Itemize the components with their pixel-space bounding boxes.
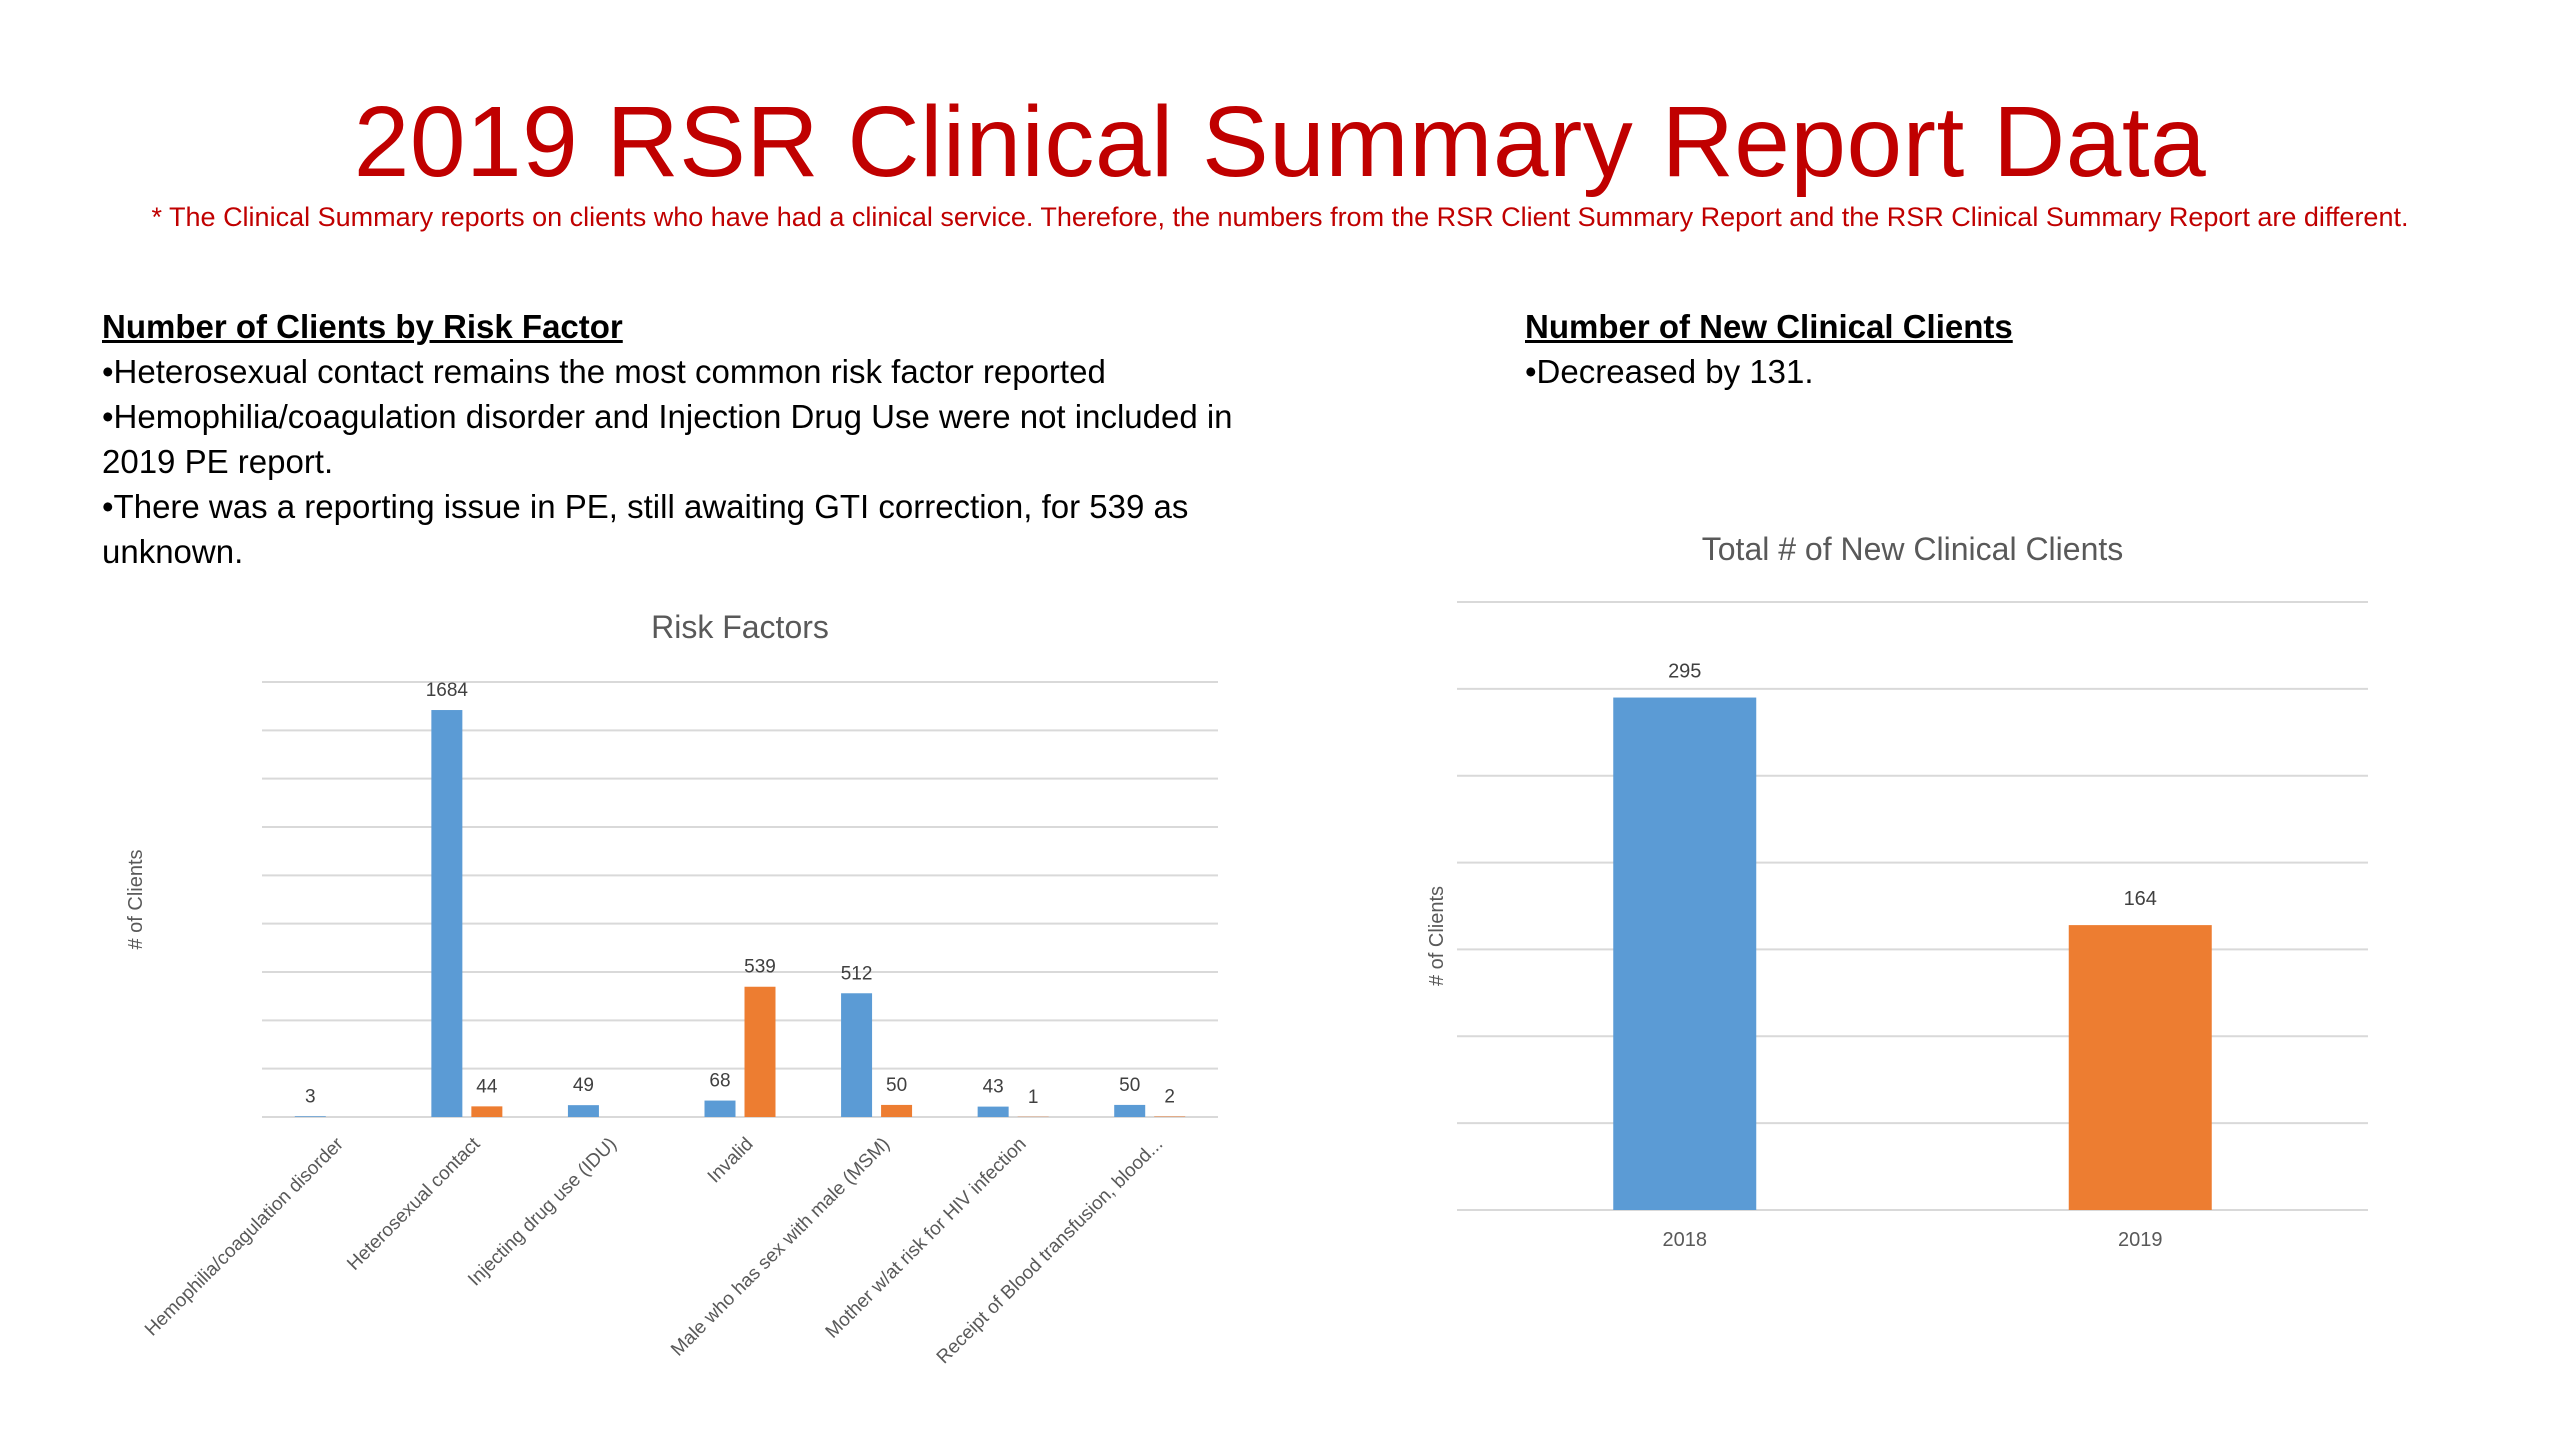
- data-label: 50: [1119, 1075, 1140, 1096]
- slide-title: 2019 RSR Clinical Summary Report Data: [353, 86, 2207, 198]
- data-label: 512: [841, 963, 873, 984]
- tick-label: Hemophilia/coagulation disorder: [141, 1133, 348, 1340]
- data-label: 3: [305, 1086, 316, 1107]
- bar: [1114, 1104, 1146, 1117]
- tick-label: 2019: [2118, 1229, 2163, 1251]
- bar: [431, 710, 463, 1117]
- tick-label: Receipt of Blood transfusion, blood...: [933, 1134, 1167, 1368]
- bar: [744, 986, 776, 1117]
- data-label: 68: [709, 1071, 730, 1092]
- bar: [471, 1106, 503, 1117]
- bar: [977, 1106, 1009, 1117]
- bar: [704, 1100, 736, 1117]
- y-axis-label: # of Clients: [1426, 886, 1448, 986]
- slide-subtitle: * The Clinical Summary reports on client…: [151, 202, 2409, 232]
- bar: [1613, 697, 1757, 1210]
- data-label: 43: [983, 1077, 1004, 1098]
- y-axis-label: # of Clients: [125, 849, 147, 949]
- data-label: 295: [1668, 661, 1701, 683]
- risk-factor-bullet: •Heterosexual contact remains the most c…: [102, 353, 1106, 390]
- data-label: 50: [886, 1075, 907, 1096]
- data-label: 164: [2124, 888, 2157, 910]
- bar: [294, 1116, 326, 1117]
- risk-factor-bullet: •There was a reporting issue in PE, stil…: [102, 488, 1189, 570]
- tick-label: Invalid: [704, 1134, 758, 1188]
- risk-factor-section: Number of Clients by Risk Factor •Hetero…: [102, 305, 1262, 574]
- data-label: 539: [744, 957, 776, 978]
- risk-factor-bullet: •Hemophilia/coagulation disorder and Inj…: [102, 398, 1233, 480]
- risk-factor-heading: Number of Clients by Risk Factor: [102, 308, 623, 345]
- data-label: 2: [1164, 1087, 1175, 1108]
- tick-label: 2018: [1663, 1229, 1708, 1251]
- new-clients-heading: Number of New Clinical Clients: [1525, 308, 2013, 345]
- bar: [881, 1104, 913, 1117]
- bar: [2068, 925, 2212, 1210]
- data-label: 49: [573, 1075, 594, 1096]
- bar: [841, 993, 873, 1117]
- tick-label: Male who has sex with male (MSM): [667, 1134, 894, 1361]
- data-label: 1: [1028, 1087, 1039, 1108]
- new-clients-bullet: •Decreased by 131.: [1525, 353, 1814, 390]
- chart-title: Risk Factors: [651, 609, 829, 645]
- chart-title: Total # of New Clinical Clients: [1702, 531, 2124, 567]
- data-label: 44: [476, 1076, 498, 1097]
- new-clients-section: Number of New Clinical Clients •Decrease…: [1525, 305, 2225, 394]
- data-label: 1684: [426, 680, 469, 701]
- tick-label: Injecting drug use (IDU): [464, 1134, 621, 1291]
- tick-label: Heterosexual contact: [343, 1133, 485, 1275]
- bar: [567, 1105, 599, 1117]
